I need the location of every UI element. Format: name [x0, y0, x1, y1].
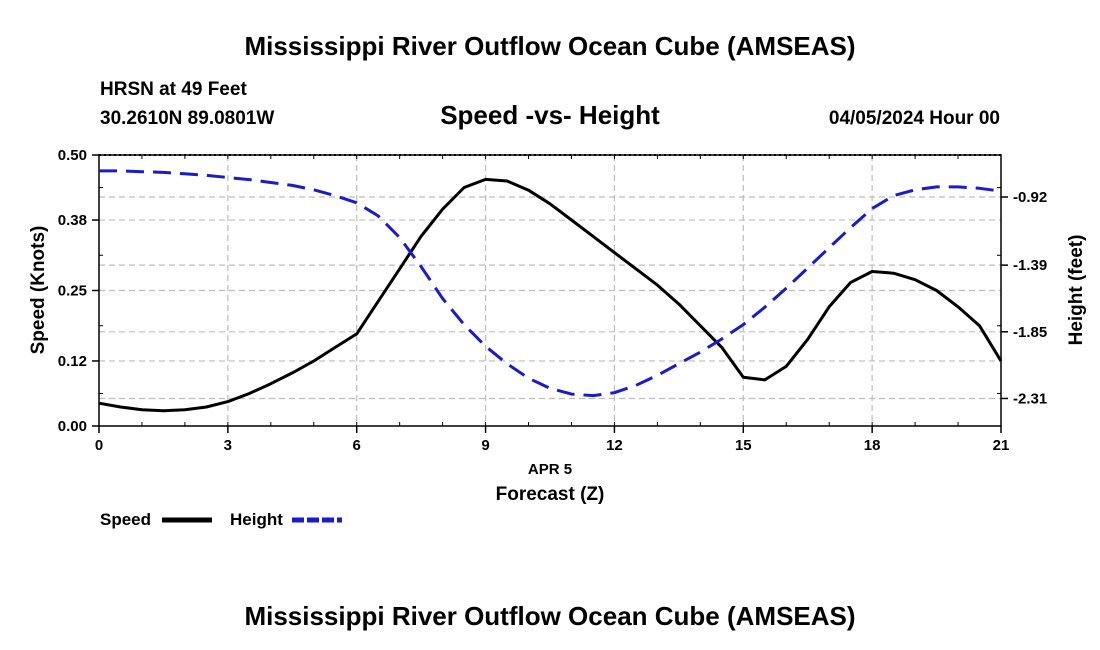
x-tick-label: 6	[353, 437, 361, 454]
y-right-tick-label: -1.85	[1013, 324, 1047, 341]
y-right-tick-label: -0.92	[1013, 189, 1047, 206]
y-left-tick-label: 0.50	[58, 147, 87, 164]
x-axis-label: Forecast (Z)	[496, 484, 605, 505]
legend-height-label: Height	[230, 510, 283, 529]
legend-speed-label: Speed	[100, 510, 151, 529]
x-tick-label: 0	[95, 437, 103, 454]
chart-title: Speed -vs- Height	[440, 100, 660, 130]
minor-ticks	[98, 155, 1002, 426]
date-label: 04/05/2024 Hour 00	[829, 108, 1000, 129]
x-tick-label: 21	[993, 437, 1010, 454]
station-label: HRSN at 49 Feet	[100, 79, 247, 100]
x-tick-label: 15	[735, 437, 752, 454]
y-right-tick-label: -1.39	[1013, 257, 1047, 274]
speed-series-line	[98, 177, 1003, 413]
axes: 0 3 6 9 12 15 18 21 0.00 0.12 0.25 0.38 0.50 -2.31 -1.…	[58, 147, 1047, 454]
x-tick-label: 12	[606, 437, 623, 454]
y-left-tick-label: 0.25	[58, 283, 87, 300]
series-lines	[98, 169, 1003, 413]
x-tick-label: 18	[864, 437, 881, 454]
x-tick-label: 3	[224, 437, 232, 454]
footer-title: Mississippi River Outflow Ocean Cube (AM…	[244, 601, 855, 631]
y-left-tick-label: 0.00	[58, 418, 87, 435]
figure-title: Mississippi River Outflow Ocean Cube (AM…	[244, 31, 855, 61]
x-axis-date-label: APR 5	[528, 461, 572, 478]
coordinates-label: 30.2610N 89.0801W	[100, 108, 274, 129]
grid-lines	[99, 155, 1001, 426]
x-tick-label: 9	[481, 437, 489, 454]
y-right-tick-label: -2.31	[1013, 390, 1047, 407]
height-series-line	[99, 169, 1002, 398]
y-axis-right-label: Height (feet)	[1066, 235, 1087, 346]
legend: Speed Height	[100, 510, 342, 529]
y-left-tick-label: 0.12	[58, 353, 87, 370]
y-axis-left-label: Speed (Knots)	[28, 226, 49, 355]
y-left-tick-label: 0.38	[58, 212, 87, 229]
